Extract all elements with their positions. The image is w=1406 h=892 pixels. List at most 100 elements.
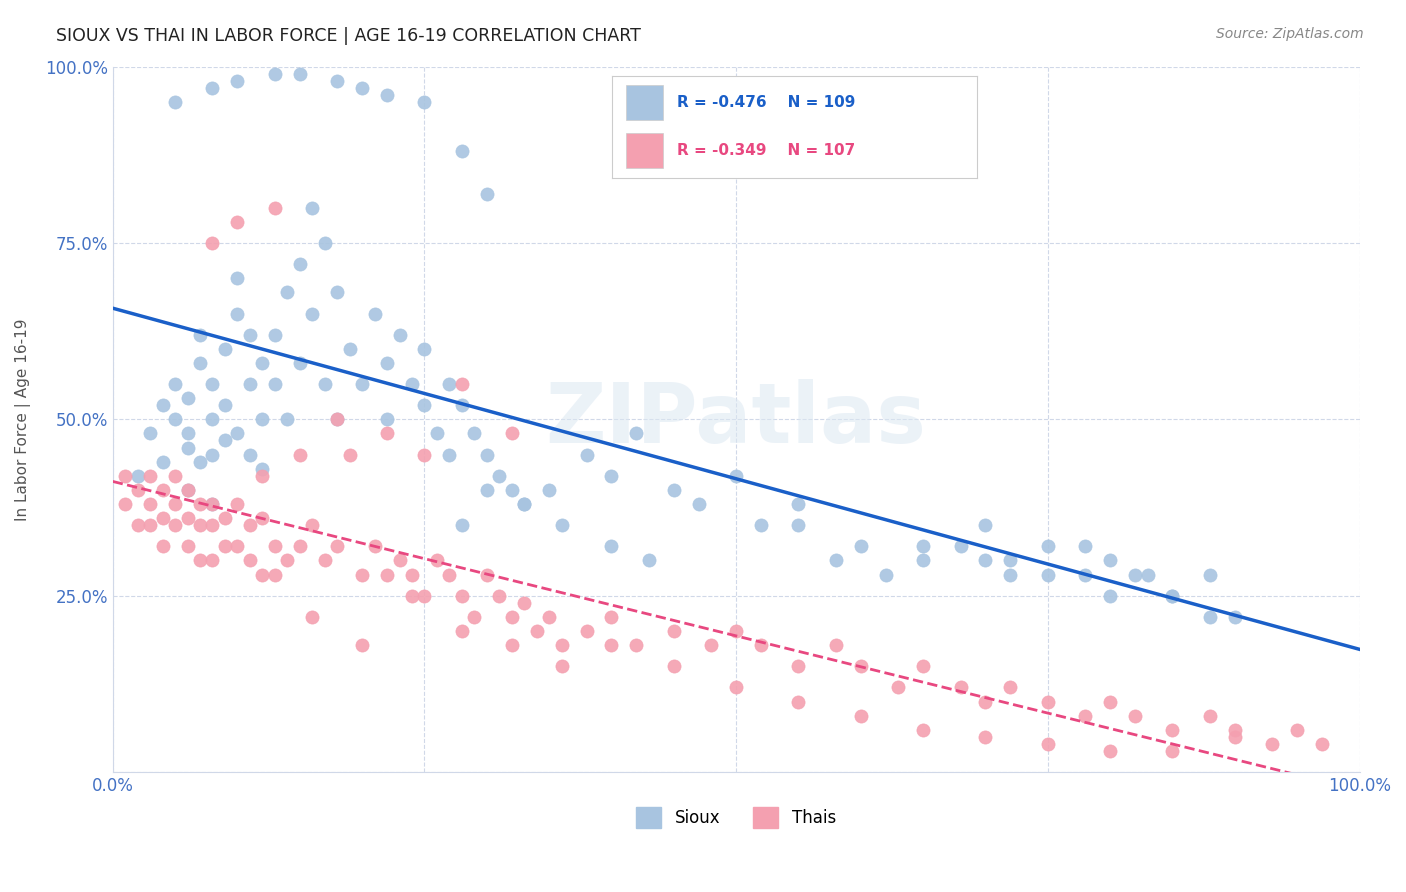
Point <box>326 539 349 553</box>
Point <box>600 539 623 553</box>
Point <box>439 567 461 582</box>
Point <box>1161 744 1184 758</box>
Point <box>1161 723 1184 737</box>
Text: ZIPatlas: ZIPatlas <box>546 379 927 459</box>
Point <box>176 441 198 455</box>
Point <box>314 235 336 250</box>
Point <box>413 342 436 356</box>
Point <box>188 518 211 533</box>
Point <box>749 638 772 652</box>
Point <box>875 567 897 582</box>
Point <box>725 624 748 638</box>
Point <box>263 201 285 215</box>
Point <box>413 589 436 603</box>
Point <box>1223 730 1246 744</box>
Point <box>662 624 685 638</box>
Point <box>176 483 198 497</box>
Point <box>214 511 236 525</box>
Point <box>1223 610 1246 624</box>
Point <box>214 539 236 553</box>
Point <box>176 426 198 441</box>
Point <box>201 235 224 250</box>
Point <box>1286 723 1309 737</box>
Point <box>1261 737 1284 751</box>
Point <box>375 426 398 441</box>
Point <box>450 518 472 533</box>
Point <box>252 511 274 525</box>
Point <box>1123 567 1146 582</box>
Point <box>662 483 685 497</box>
Point <box>824 553 846 567</box>
Point <box>1199 610 1222 624</box>
Point <box>263 539 285 553</box>
Bar <box>626 85 662 120</box>
Point <box>1161 589 1184 603</box>
Point <box>375 87 398 102</box>
Point <box>700 638 723 652</box>
Point <box>176 539 198 553</box>
Point <box>375 412 398 426</box>
Point <box>288 67 311 81</box>
Point <box>475 448 498 462</box>
Point <box>912 539 935 553</box>
Point <box>787 659 810 673</box>
Point <box>139 518 162 533</box>
Point <box>339 342 361 356</box>
Point <box>188 497 211 511</box>
Point <box>1223 723 1246 737</box>
Point <box>201 518 224 533</box>
Point <box>787 497 810 511</box>
Text: R = -0.476    N = 109: R = -0.476 N = 109 <box>678 95 856 110</box>
Point <box>513 497 536 511</box>
Point <box>165 412 187 426</box>
Point <box>1036 694 1059 708</box>
Point <box>501 483 523 497</box>
Point <box>352 80 374 95</box>
Point <box>413 95 436 109</box>
Point <box>1074 567 1097 582</box>
Point <box>725 681 748 695</box>
Point <box>188 327 211 342</box>
Point <box>1310 737 1333 751</box>
Point <box>600 638 623 652</box>
Point <box>1199 567 1222 582</box>
Text: Source: ZipAtlas.com: Source: ZipAtlas.com <box>1216 27 1364 41</box>
Point <box>450 589 472 603</box>
Point <box>725 468 748 483</box>
Point <box>450 624 472 638</box>
Point <box>276 285 298 300</box>
Point <box>401 589 423 603</box>
Point <box>949 681 972 695</box>
Point <box>214 342 236 356</box>
Point <box>413 448 436 462</box>
Point <box>139 497 162 511</box>
Point <box>488 589 510 603</box>
Point <box>912 723 935 737</box>
Point <box>550 518 572 533</box>
Point <box>749 518 772 533</box>
Point <box>239 553 262 567</box>
Point <box>152 539 174 553</box>
Point <box>176 391 198 405</box>
Point <box>375 567 398 582</box>
Point <box>439 448 461 462</box>
Point <box>538 483 561 497</box>
Point <box>288 448 311 462</box>
Point <box>226 73 249 87</box>
Point <box>201 412 224 426</box>
Point <box>201 497 224 511</box>
Point <box>263 377 285 392</box>
Point <box>388 327 411 342</box>
Point <box>352 377 374 392</box>
Point <box>152 398 174 412</box>
Point <box>1074 539 1097 553</box>
Point <box>375 356 398 370</box>
Point <box>974 694 997 708</box>
Point <box>401 377 423 392</box>
Point <box>488 468 510 483</box>
Point <box>974 730 997 744</box>
Point <box>600 468 623 483</box>
Point <box>165 468 187 483</box>
Point <box>214 398 236 412</box>
Point <box>176 511 198 525</box>
